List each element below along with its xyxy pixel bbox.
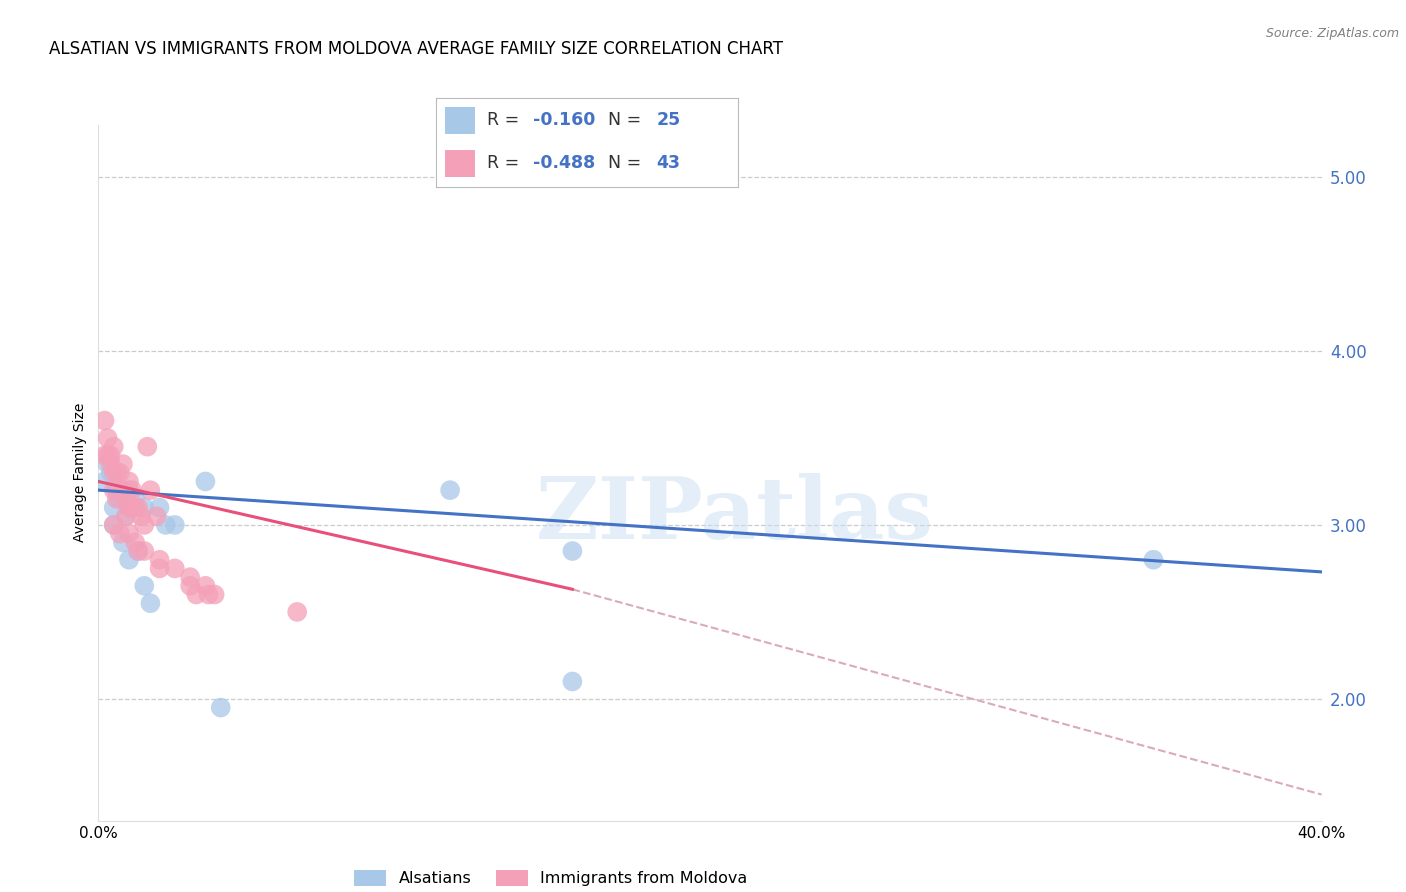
Point bbox=[179, 570, 201, 584]
Point bbox=[163, 561, 186, 575]
Point bbox=[285, 605, 308, 619]
Point bbox=[115, 509, 138, 524]
Point bbox=[561, 544, 583, 558]
Text: -0.160: -0.160 bbox=[533, 112, 595, 129]
Point bbox=[118, 475, 141, 489]
Point bbox=[118, 526, 141, 541]
Point bbox=[103, 440, 125, 454]
Text: 25: 25 bbox=[657, 112, 681, 129]
Point bbox=[103, 466, 125, 480]
Text: 43: 43 bbox=[657, 154, 681, 172]
Point bbox=[1142, 552, 1164, 567]
Point bbox=[111, 535, 134, 549]
Point bbox=[93, 414, 115, 428]
Point bbox=[121, 483, 143, 497]
Point bbox=[108, 491, 131, 506]
Point bbox=[139, 596, 162, 610]
Point bbox=[155, 517, 177, 532]
Text: R =: R = bbox=[488, 154, 524, 172]
Point bbox=[103, 517, 125, 532]
Point bbox=[149, 552, 172, 567]
Point bbox=[127, 544, 149, 558]
Point bbox=[134, 544, 156, 558]
Point bbox=[111, 457, 134, 471]
Point bbox=[561, 674, 583, 689]
Point bbox=[100, 449, 122, 463]
Point bbox=[100, 457, 122, 471]
Point bbox=[97, 457, 120, 471]
Point bbox=[194, 475, 217, 489]
Point bbox=[186, 587, 208, 601]
Point bbox=[121, 500, 143, 515]
Point bbox=[197, 587, 219, 601]
Text: N =: N = bbox=[609, 112, 647, 129]
Point bbox=[105, 466, 128, 480]
Point bbox=[127, 500, 149, 515]
Point bbox=[115, 509, 138, 524]
Text: Source: ZipAtlas.com: Source: ZipAtlas.com bbox=[1265, 27, 1399, 40]
Text: R =: R = bbox=[488, 112, 524, 129]
Point bbox=[100, 466, 122, 480]
Point bbox=[134, 517, 156, 532]
Point bbox=[149, 500, 172, 515]
Point bbox=[108, 466, 131, 480]
Text: ALSATIAN VS IMMIGRANTS FROM MOLDOVA AVERAGE FAMILY SIZE CORRELATION CHART: ALSATIAN VS IMMIGRANTS FROM MOLDOVA AVER… bbox=[49, 40, 783, 58]
Point bbox=[204, 587, 226, 601]
Point bbox=[149, 561, 172, 575]
Point bbox=[103, 517, 125, 532]
Point bbox=[439, 483, 461, 497]
Point bbox=[118, 500, 141, 515]
Point bbox=[134, 579, 156, 593]
Y-axis label: Average Family Size: Average Family Size bbox=[73, 403, 87, 542]
Point bbox=[129, 509, 152, 524]
Point bbox=[105, 491, 128, 506]
Point bbox=[136, 440, 159, 454]
Text: ZIPatlas: ZIPatlas bbox=[536, 473, 934, 557]
Point bbox=[124, 500, 146, 515]
Text: N =: N = bbox=[609, 154, 647, 172]
Point bbox=[124, 491, 146, 506]
Bar bbox=[444, 150, 475, 177]
Bar bbox=[444, 107, 475, 134]
Point bbox=[93, 475, 115, 489]
Point bbox=[105, 483, 128, 497]
Point bbox=[194, 579, 217, 593]
Point bbox=[93, 449, 115, 463]
Point bbox=[115, 491, 138, 506]
Point bbox=[108, 526, 131, 541]
Point bbox=[163, 517, 186, 532]
Point bbox=[127, 544, 149, 558]
Point bbox=[209, 700, 232, 714]
Point bbox=[179, 579, 201, 593]
Point bbox=[139, 483, 162, 497]
Point bbox=[145, 509, 167, 524]
Point bbox=[111, 483, 134, 497]
Point bbox=[97, 449, 120, 463]
Point bbox=[103, 500, 125, 515]
Point bbox=[97, 431, 120, 445]
Point bbox=[118, 552, 141, 567]
Point bbox=[124, 535, 146, 549]
Point bbox=[134, 500, 156, 515]
Text: -0.488: -0.488 bbox=[533, 154, 595, 172]
Point bbox=[118, 483, 141, 497]
Legend: Alsatians, Immigrants from Moldova: Alsatians, Immigrants from Moldova bbox=[347, 863, 754, 892]
Point bbox=[103, 483, 125, 497]
